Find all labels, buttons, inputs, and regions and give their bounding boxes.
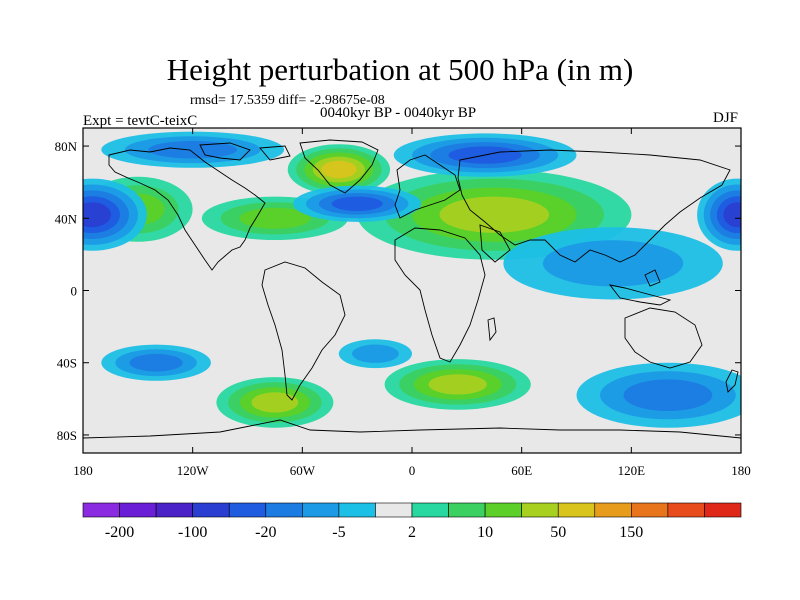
tropical-indo-pacific-contour-2 [542, 240, 684, 287]
coastline-new-zealand [725, 369, 739, 393]
coastline-south-america [261, 261, 346, 401]
colorbar-swatch-1 [119, 502, 157, 518]
stats-label: rmsd= 17.5359 diff= -2.98675e-08 [190, 93, 385, 108]
colorbar-swatch-7 [338, 502, 376, 518]
southern-ocean-east-low-contour-3 [623, 379, 713, 412]
colorbar-swatch-12 [521, 502, 559, 518]
coastline-antarctica [83, 419, 741, 439]
coastline-africa [394, 227, 486, 363]
map-axes: 180 120W 60W 0 60E 120E 180 80N 40N 0 40S 80S [55, 128, 751, 478]
season-label: DJF [713, 110, 739, 126]
colorbar-swatch-11 [484, 502, 522, 518]
lon-tick-label-3: 0 [409, 463, 416, 478]
perturbation-field [83, 131, 741, 428]
european-asian-high-contour-4 [439, 196, 550, 233]
south-atlantic-subtropic-low-contour-2 [352, 344, 399, 363]
colorbar-swatch-10 [448, 502, 486, 518]
colorbar-swatch-13 [557, 502, 596, 518]
colorbar-swatch-15 [631, 502, 669, 518]
coastline-asia [457, 149, 731, 263]
colorbar-label-0: -200 [105, 524, 134, 541]
colorbar-label-4: 2 [408, 524, 416, 541]
lon-tick-label-4: 60E [511, 463, 532, 478]
chart-title: Height perturbation at 500 hPa (in m) [166, 52, 634, 87]
colorbar: -200 -100 -20 -5 2 10 50 150 [82, 502, 742, 541]
coastline-europe [394, 154, 461, 219]
greenland-north-atlantic-high-contour-5 [321, 160, 357, 179]
period-label: 0040kyr BP - 0040kyr BP [320, 105, 477, 121]
lat-tick-label-4: 80S [57, 428, 77, 443]
coastline-australia [624, 307, 703, 369]
arctic-canada-low-contour-3 [148, 140, 238, 159]
colorbar-swatch-0 [82, 502, 120, 518]
lon-tick-label-0: 180 [73, 463, 93, 478]
lon-tick-label-6: 180 [731, 463, 751, 478]
colorbar-label-7: 150 [619, 524, 643, 541]
south-pacific-midlat-low-contour-3 [129, 353, 183, 372]
lat-tick-label-2: 0 [71, 284, 78, 299]
coastline-indonesia [608, 269, 672, 306]
colorbar-swatch-16 [667, 502, 705, 518]
north-atlantic-low-contour-4 [331, 196, 383, 211]
lon-tick-label-5: 120E [618, 463, 646, 478]
colorbar-swatch-14 [594, 502, 632, 518]
colorbar-label-5: 10 [477, 524, 493, 541]
colorbar-label-1: -100 [178, 524, 207, 541]
colorbar-label-6: 50 [550, 524, 566, 541]
colorbar-swatch-5 [265, 502, 303, 518]
colorbar-label-2: -20 [255, 524, 276, 541]
south-pacific-high-contour-4 [251, 392, 299, 413]
lon-tick-label-1: 120W [177, 463, 210, 478]
lat-tick-label-3: 40S [57, 356, 77, 371]
lat-tick-label-1: 40N [55, 211, 78, 226]
west-pacific-low-contour-5 [723, 202, 741, 228]
coastline-arabia [479, 224, 511, 263]
coastline-north-america [108, 147, 266, 271]
coastline-arctic-islands [199, 142, 291, 161]
north-america-high-contour-3 [239, 207, 311, 229]
coastline-madagascar [487, 317, 497, 342]
coastline-greenland [299, 139, 379, 194]
colorbar-swatch-9 [411, 502, 449, 518]
colorbar-swatch-2 [155, 502, 193, 518]
colorbar-swatch-6 [302, 502, 340, 518]
colorbar-swatch-3 [192, 502, 230, 518]
colorbar-swatch-8 [375, 502, 413, 518]
south-atlantic-indian-high-contour-4 [428, 374, 487, 395]
lon-tick-label-2: 60W [290, 463, 316, 478]
colorbar-label-3: -5 [332, 524, 345, 541]
experiment-label: Expt = tevtC-teixC [83, 113, 198, 129]
coastlines [83, 139, 741, 439]
north-pacific-low-contour-5 [83, 202, 111, 228]
colorbar-swatch-17 [704, 502, 742, 518]
colorbar-swatch-4 [228, 502, 267, 518]
lat-tick-label-0: 80N [55, 139, 78, 154]
